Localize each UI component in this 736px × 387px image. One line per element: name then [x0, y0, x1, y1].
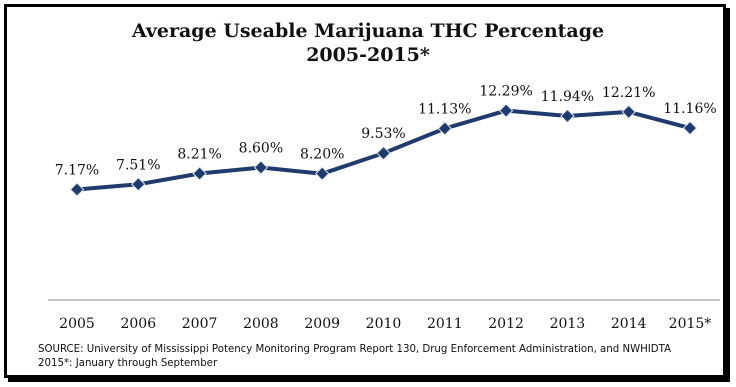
x-tick-label: 2010: [366, 316, 402, 332]
x-tick-label: 2009: [304, 316, 340, 332]
data-label: 11.94%: [541, 89, 594, 105]
data-label: 12.29%: [479, 84, 532, 100]
source-text: SOURCE: University of Mississippi Potenc…: [38, 344, 672, 355]
data-point-marker: [376, 145, 391, 161]
x-tick-label: 2008: [243, 316, 279, 332]
data-point-marker: [682, 120, 698, 136]
data-point-marker: [192, 166, 207, 181]
x-tick-label: 2007: [182, 316, 218, 332]
source-note: SOURCE: University of Mississippi Potenc…: [38, 343, 728, 371]
x-tick-label: 2013: [550, 316, 586, 332]
data-point-marker: [69, 182, 85, 197]
x-tick-label: 2014: [611, 316, 647, 332]
data-label: 11.13%: [418, 102, 471, 118]
data-label: 11.16%: [663, 101, 716, 117]
data-label: 7.51%: [116, 157, 160, 173]
data-label: 8.60%: [239, 140, 283, 156]
date-note: 2015*: January through September: [38, 358, 218, 369]
x-tick-label: 2005: [59, 316, 95, 332]
chart-frame: [4, 4, 726, 378]
chart-subtitle: 2005-2015*: [306, 44, 430, 66]
data-point-marker: [437, 121, 453, 136]
data-point-marker: [621, 104, 636, 120]
data-point-marker: [498, 103, 514, 118]
data-point-marker: [131, 177, 146, 192]
data-point-marker: [314, 166, 330, 181]
series-layer: 7.17% 7.51% 8.21% 8.60% 8.20% 9.53% 11.13% 12.2…: [55, 84, 717, 197]
data-label: 8.20%: [300, 147, 344, 163]
x-tick-label: 2012: [488, 316, 524, 332]
x-tick-label: 2006: [120, 316, 156, 332]
x-tick-labels: 2005 2006 2007 2008 2009 2010 2011 2012 2013 2014…: [59, 316, 711, 332]
data-point-marker: [253, 160, 269, 175]
x-tick-label: 2011: [427, 316, 463, 332]
chart-title: Average Useable Marijuana THC Percentage: [131, 20, 605, 42]
data-label: 12.21%: [602, 85, 655, 101]
data-label: 7.17%: [55, 163, 99, 179]
data-label: 9.53%: [361, 126, 405, 142]
x-tick-label: 2015*: [669, 316, 712, 332]
data-point-marker: [560, 108, 575, 124]
data-label: 8.21%: [177, 147, 221, 163]
